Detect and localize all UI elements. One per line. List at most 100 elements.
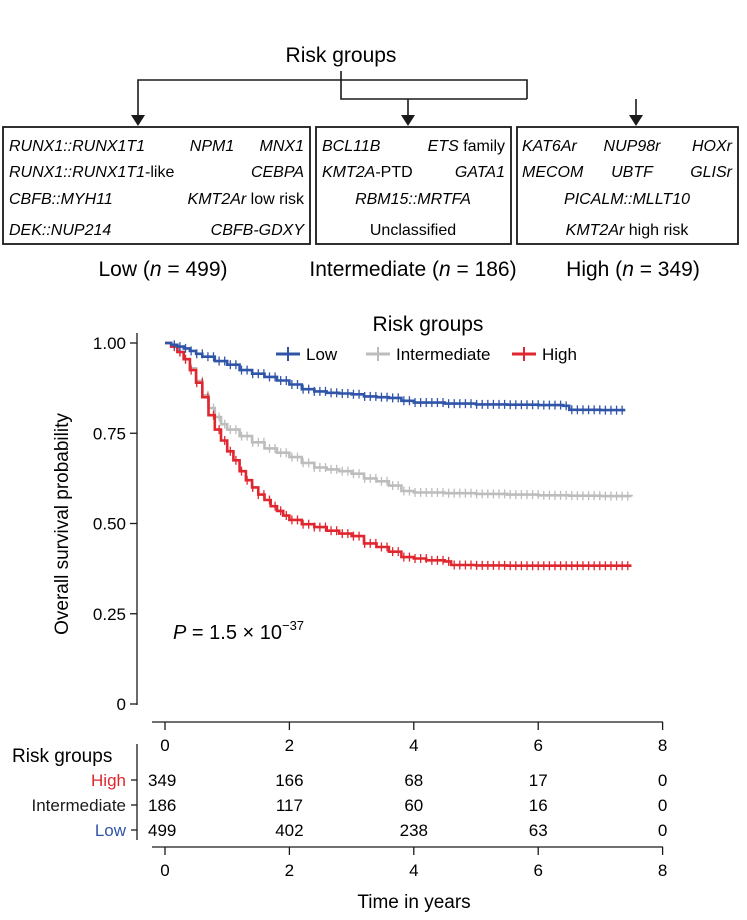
risk-row-low: Low 499 402 238 63 0 bbox=[95, 821, 668, 840]
box-high-item: GLISr bbox=[690, 164, 732, 181]
risk-x-tick-label: 2 bbox=[285, 861, 294, 880]
legend: Low Intermediate High bbox=[276, 345, 577, 364]
risk-cell: 499 bbox=[148, 821, 176, 840]
caption-high-seg: High ( bbox=[566, 258, 622, 281]
caption-intermediate: Intermediate (n = 186) bbox=[309, 258, 516, 281]
risk-row-high: High 349 166 68 17 0 bbox=[91, 771, 667, 790]
box-low-item-seg: RUNX1::RUNX1T1 bbox=[9, 164, 145, 181]
caption-low-seg: n bbox=[150, 258, 162, 281]
diagram-connectors bbox=[137, 71, 637, 117]
p-text: = 1.5 × 10 bbox=[186, 622, 282, 644]
legend-title: Risk groups bbox=[373, 313, 484, 336]
box-intermediate bbox=[315, 126, 512, 245]
p-exponent: −37 bbox=[282, 618, 304, 633]
x-tick-label: 0 bbox=[160, 736, 169, 755]
box-low-item: MNX1 bbox=[260, 138, 304, 155]
risk-cell: 17 bbox=[529, 771, 548, 790]
risk-cell: 238 bbox=[400, 821, 428, 840]
legend-label: Low bbox=[306, 345, 338, 364]
box-intermediate-item-seg: KMT2A bbox=[322, 164, 375, 181]
censor-marks-intermediate bbox=[173, 342, 629, 501]
box-high-item-seg: PICALM::MLLT10 bbox=[564, 191, 690, 208]
arrow-low bbox=[131, 115, 145, 126]
risk-cell: 186 bbox=[148, 796, 176, 815]
caption-intermediate-seg: Intermediate ( bbox=[309, 258, 439, 281]
box-high-item-seg: KAT6Ar bbox=[522, 138, 578, 155]
risk-cell: 63 bbox=[529, 821, 548, 840]
box-high-item-seg: high risk bbox=[624, 222, 689, 239]
box-low-item-seg: DEK::NUP214 bbox=[9, 222, 111, 239]
box-high-item: NUP98r bbox=[604, 138, 662, 155]
x-tick-label: 8 bbox=[658, 736, 667, 755]
box-low-item: CBFB-GDXY bbox=[211, 222, 306, 239]
box-intermediate-item: KMT2A-PTD bbox=[322, 164, 413, 181]
censor-marks-low bbox=[173, 340, 623, 415]
box-high-item: UBTF bbox=[611, 164, 654, 181]
risk-x-tick-label: 6 bbox=[533, 861, 542, 880]
x-tick-label: 6 bbox=[533, 736, 542, 755]
risk-row-intermediate: Intermediate 186 117 60 16 0 bbox=[32, 796, 668, 815]
box-intermediate-item-seg: ETS bbox=[428, 138, 459, 155]
box-intermediate-item-seg: RBM15::MRTFA bbox=[355, 191, 471, 208]
box-low-item: CBFB::MYH11 bbox=[9, 191, 113, 208]
arrow-high bbox=[629, 115, 643, 126]
caption-low: Low (n = 499) bbox=[98, 258, 227, 281]
x-ticks: 0 2 4 6 8 bbox=[160, 722, 667, 755]
box-high-item: KAT6Ar bbox=[522, 138, 578, 155]
risk-cell: 402 bbox=[275, 821, 303, 840]
y-ticks: 0 0.25 0.50 0.75 1.00 bbox=[93, 334, 137, 714]
y-tick-label: 0.75 bbox=[93, 424, 126, 443]
box-high-item: KMT2Ar high risk bbox=[566, 222, 690, 239]
risk-row-name: High bbox=[91, 771, 126, 790]
censor-marks-high bbox=[173, 342, 629, 571]
risk-diagram: Risk groups RUNX1::RUNX1T1 NPM1 MNX1RUNX1:… bbox=[2, 44, 739, 281]
risk-row-name: Low bbox=[95, 821, 127, 840]
legend-item-high: High bbox=[512, 345, 577, 364]
y-tick-label: 1.00 bbox=[93, 334, 126, 353]
risk-cell: 0 bbox=[658, 796, 667, 815]
curve-high bbox=[165, 341, 632, 567]
box-texts: RUNX1::RUNX1T1 NPM1 MNX1RUNX1::RUNX1T1-lik… bbox=[9, 138, 733, 281]
risk-cell: 68 bbox=[404, 771, 423, 790]
box-low-item-seg: low risk bbox=[246, 191, 305, 208]
caption-high-seg: n bbox=[622, 258, 634, 281]
box-low-item-seg: CBFB-GDXY bbox=[211, 222, 306, 239]
box-low-item: KMT2Ar low risk bbox=[188, 191, 305, 208]
p-label: P bbox=[173, 622, 187, 644]
legend-label: High bbox=[542, 345, 577, 364]
box-high-item-seg: MECOM bbox=[522, 164, 584, 181]
box-intermediate-item-seg: family bbox=[459, 138, 505, 155]
box-low-item-seg: MNX1 bbox=[260, 138, 304, 155]
box-high-item-seg: KMT2Ar bbox=[566, 222, 625, 239]
caption-low-seg: = 499) bbox=[162, 258, 228, 281]
box-intermediate-item-seg: Unclassified bbox=[370, 222, 456, 239]
box-low-item-seg: RUNX1::RUNX1T1 bbox=[9, 138, 145, 155]
box-high-item: HOXr bbox=[692, 138, 733, 155]
x-tick-label: 4 bbox=[409, 736, 418, 755]
caption-high: High (n = 349) bbox=[566, 258, 700, 281]
y-tick-label: 0.50 bbox=[93, 515, 126, 534]
box-low-item-seg: CBFB::MYH11 bbox=[9, 191, 113, 208]
box-high-item-seg: GLISr bbox=[690, 164, 732, 181]
caption-high-seg: = 349) bbox=[634, 258, 700, 281]
risk-cell: 60 bbox=[404, 796, 423, 815]
risk-x-tick-label: 8 bbox=[658, 861, 667, 880]
risk-cell: 166 bbox=[275, 771, 303, 790]
risk-cell: 16 bbox=[529, 796, 548, 815]
box-low-item-seg: -like bbox=[145, 164, 174, 181]
box-low-item: NPM1 bbox=[190, 138, 234, 155]
legend-label: Intermediate bbox=[396, 345, 491, 364]
y-axis-label: Overall survival probability bbox=[52, 413, 73, 635]
caption-intermediate-seg: = 186) bbox=[451, 258, 517, 281]
risk-cell: 117 bbox=[276, 796, 303, 815]
y-tick-label: 0.25 bbox=[93, 605, 126, 624]
box-low-item: RUNX1::RUNX1T1-like bbox=[9, 164, 174, 181]
caption-intermediate-seg: n bbox=[439, 258, 451, 281]
arrow-intermediate bbox=[401, 115, 415, 126]
risk-cell: 0 bbox=[658, 771, 667, 790]
box-low-item-seg: CEBPA bbox=[251, 164, 304, 181]
risk-cell: 349 bbox=[148, 771, 176, 790]
